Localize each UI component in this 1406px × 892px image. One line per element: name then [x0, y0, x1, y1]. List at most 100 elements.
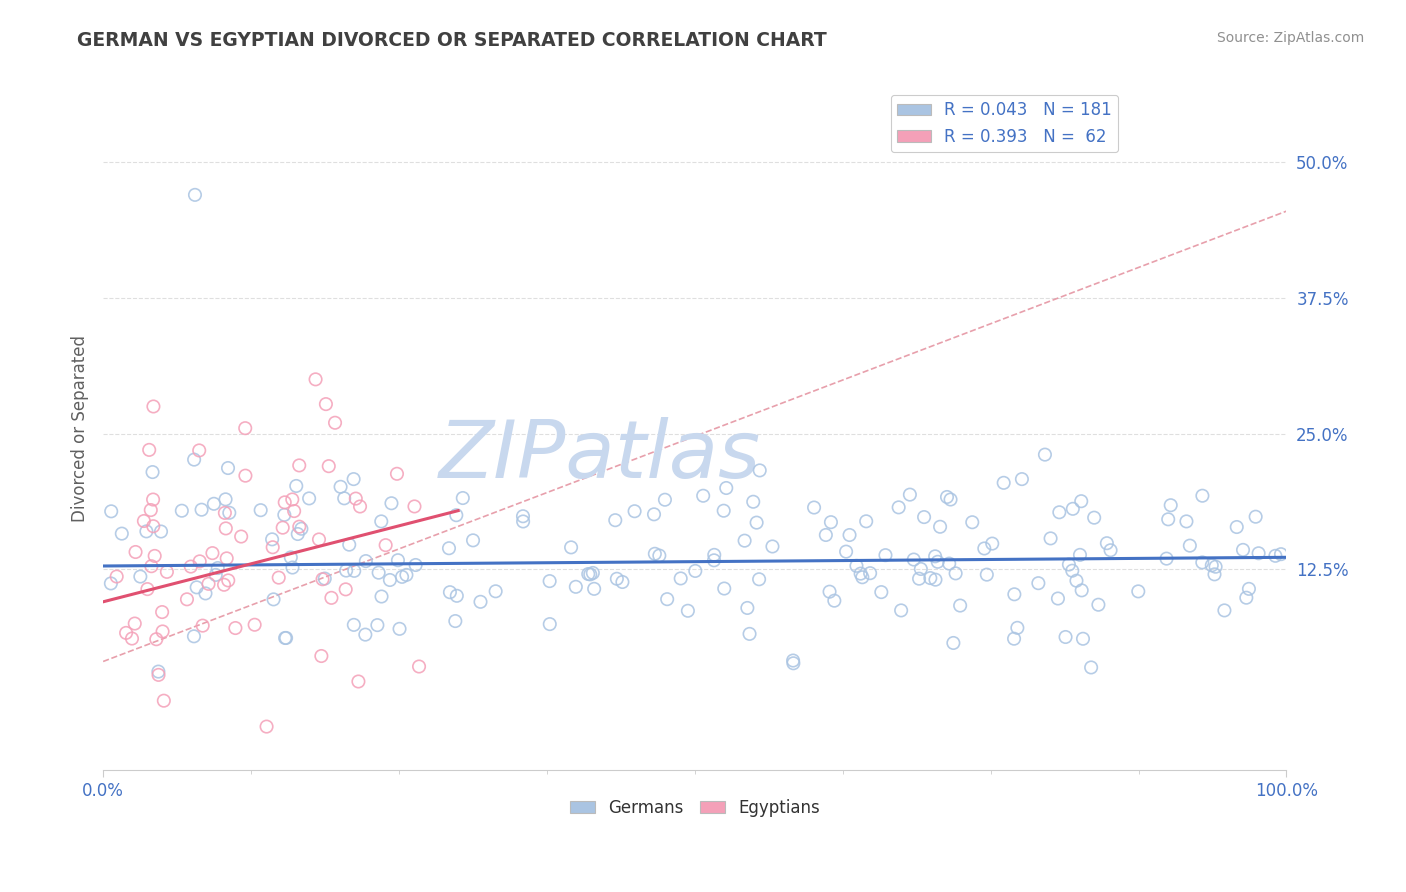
- Point: [1062, 501, 1084, 516]
- Point: [929, 520, 952, 534]
- Point: [538, 617, 561, 632]
- Point: [323, 416, 346, 430]
- Point: [1071, 632, 1094, 646]
- Point: [565, 580, 588, 594]
- Point: [283, 504, 305, 518]
- Point: [1095, 536, 1118, 550]
- Point: [713, 582, 735, 596]
- Point: [212, 578, 235, 592]
- Point: [321, 591, 343, 605]
- Point: [993, 475, 1015, 490]
- Point: [100, 504, 122, 518]
- Point: [962, 515, 984, 529]
- Point: [782, 657, 804, 671]
- Point: [404, 500, 426, 514]
- Point: [354, 554, 377, 568]
- Point: [290, 522, 312, 536]
- Point: [898, 488, 921, 502]
- Point: [910, 562, 932, 576]
- Point: [124, 545, 146, 559]
- Point: [335, 564, 357, 578]
- Point: [1002, 632, 1025, 646]
- Point: [938, 557, 960, 571]
- Point: [347, 674, 370, 689]
- Point: [370, 515, 392, 529]
- Point: [197, 577, 219, 591]
- Point: [1178, 539, 1201, 553]
- Point: [215, 551, 238, 566]
- Point: [612, 574, 634, 589]
- Point: [692, 489, 714, 503]
- Point: [273, 508, 295, 522]
- Point: [304, 372, 326, 386]
- Point: [388, 622, 411, 636]
- Point: [606, 572, 628, 586]
- Point: [1247, 546, 1270, 560]
- Point: [820, 515, 842, 529]
- Point: [344, 491, 367, 506]
- Point: [560, 541, 582, 555]
- Point: [1160, 498, 1182, 512]
- Point: [1099, 543, 1122, 558]
- Point: [263, 592, 285, 607]
- Text: ZIPatlas: ZIPatlas: [439, 417, 761, 494]
- Point: [1204, 567, 1226, 582]
- Point: [942, 636, 965, 650]
- Point: [121, 632, 143, 646]
- Point: [685, 564, 707, 578]
- Point: [1237, 582, 1260, 596]
- Point: [262, 533, 284, 547]
- Point: [703, 553, 725, 567]
- Point: [912, 510, 935, 524]
- Point: [214, 492, 236, 507]
- Point: [138, 442, 160, 457]
- Point: [380, 496, 402, 510]
- Point: [1070, 494, 1092, 508]
- Point: [1033, 448, 1056, 462]
- Point: [654, 492, 676, 507]
- Point: [669, 571, 692, 585]
- Point: [150, 605, 173, 619]
- Point: [446, 589, 468, 603]
- Point: [851, 570, 873, 584]
- Point: [1002, 587, 1025, 601]
- Point: [308, 533, 330, 547]
- Point: [233, 421, 256, 435]
- Point: [288, 458, 311, 473]
- Point: [761, 540, 783, 554]
- Point: [835, 544, 858, 558]
- Point: [814, 528, 837, 542]
- Point: [1270, 547, 1292, 561]
- Point: [315, 397, 337, 411]
- Point: [343, 564, 366, 578]
- Point: [818, 584, 841, 599]
- Point: [623, 504, 645, 518]
- Point: [183, 452, 205, 467]
- Point: [142, 519, 165, 533]
- Point: [288, 519, 311, 533]
- Point: [217, 574, 239, 588]
- Point: [281, 492, 304, 507]
- Point: [354, 627, 377, 641]
- Point: [924, 549, 946, 564]
- Point: [446, 508, 468, 523]
- Point: [100, 576, 122, 591]
- Text: Source: ZipAtlas.com: Source: ZipAtlas.com: [1216, 31, 1364, 45]
- Point: [271, 521, 294, 535]
- Point: [143, 549, 166, 563]
- Point: [737, 601, 759, 615]
- Point: [150, 524, 173, 539]
- Point: [1066, 574, 1088, 588]
- Point: [142, 492, 165, 507]
- Point: [274, 631, 297, 645]
- Point: [224, 621, 246, 635]
- Point: [1234, 591, 1257, 605]
- Point: [470, 595, 492, 609]
- Point: [748, 463, 770, 477]
- Point: [703, 548, 725, 562]
- Point: [202, 497, 225, 511]
- Point: [742, 495, 765, 509]
- Point: [204, 568, 226, 582]
- Point: [1046, 591, 1069, 606]
- Point: [803, 500, 825, 515]
